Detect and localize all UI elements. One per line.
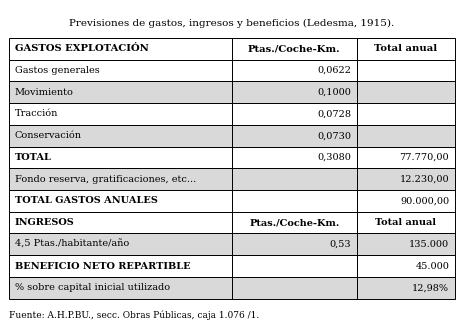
Text: 0,3080: 0,3080 (317, 153, 350, 162)
Bar (232, 234, 356, 255)
Bar (232, 125, 356, 147)
Bar (9, 277, 231, 299)
Text: Ptas./Coche-Km.: Ptas./Coche-Km. (249, 218, 339, 227)
Text: GASTOS EXPLOTACIÓN: GASTOS EXPLOTACIÓN (15, 44, 149, 53)
Text: Movimiento: Movimiento (15, 88, 74, 97)
Text: Previsiones de gastos, ingresos y beneficios (Ledesma, 1915).: Previsiones de gastos, ingresos y benefi… (69, 18, 394, 28)
Bar (9, 190, 231, 212)
Bar (9, 147, 231, 168)
Bar (356, 103, 454, 125)
Text: TOTAL GASTOS ANUALES: TOTAL GASTOS ANUALES (15, 196, 157, 205)
Bar (356, 234, 454, 255)
Bar (232, 168, 356, 190)
Text: Conservación: Conservación (15, 131, 81, 140)
Bar (356, 38, 454, 60)
Bar (9, 82, 231, 103)
Bar (356, 212, 454, 234)
Bar (232, 255, 356, 277)
Bar (232, 212, 356, 234)
Text: BENEFICIO NETO REPARTIBLE: BENEFICIO NETO REPARTIBLE (15, 262, 190, 271)
Bar (356, 255, 454, 277)
Bar (9, 168, 231, 190)
Text: Tracción: Tracción (15, 110, 58, 118)
Text: 0,0728: 0,0728 (317, 110, 350, 118)
Text: Ptas./Coche-Km.: Ptas./Coche-Km. (248, 44, 340, 53)
Bar (232, 82, 356, 103)
Text: 45.000: 45.000 (414, 262, 448, 271)
Bar (356, 82, 454, 103)
Text: TOTAL: TOTAL (15, 153, 51, 162)
Bar (356, 190, 454, 212)
Text: 77.770,00: 77.770,00 (399, 153, 448, 162)
Bar (232, 147, 356, 168)
Text: 90.000,00: 90.000,00 (399, 196, 448, 205)
Text: 0,0730: 0,0730 (317, 131, 350, 140)
Bar (9, 255, 231, 277)
Text: Fuente: A.H.P.BU., secc. Obras Públicas, caja 1.076 /1.: Fuente: A.H.P.BU., secc. Obras Públicas,… (9, 311, 259, 320)
Text: Gastos generales: Gastos generales (15, 66, 100, 75)
Text: 12.230,00: 12.230,00 (399, 175, 448, 184)
Bar (356, 168, 454, 190)
Bar (356, 125, 454, 147)
Text: 0,1000: 0,1000 (317, 88, 350, 97)
Text: INGRESOS: INGRESOS (15, 218, 75, 227)
Bar (9, 60, 231, 82)
Text: 12,98%: 12,98% (411, 283, 448, 292)
Bar (232, 38, 356, 60)
Bar (232, 103, 356, 125)
Bar (232, 60, 356, 82)
Text: % sobre capital inicial utilizado: % sobre capital inicial utilizado (15, 283, 169, 292)
Text: 0,0622: 0,0622 (317, 66, 350, 75)
Bar (232, 277, 356, 299)
Bar (232, 190, 356, 212)
Text: Total anual: Total anual (373, 44, 436, 53)
Bar (9, 125, 231, 147)
Bar (9, 38, 231, 60)
Bar (356, 277, 454, 299)
Bar (356, 60, 454, 82)
Bar (9, 234, 231, 255)
Bar (9, 103, 231, 125)
Text: Fondo reserva, gratificaciones, etc...: Fondo reserva, gratificaciones, etc... (15, 175, 196, 184)
Text: Total anual: Total anual (375, 218, 435, 227)
Bar (9, 212, 231, 234)
Text: 0,53: 0,53 (329, 240, 350, 249)
Bar (356, 147, 454, 168)
Text: 135.000: 135.000 (408, 240, 448, 249)
Text: 4,5 Ptas./habitante/año: 4,5 Ptas./habitante/año (15, 240, 129, 249)
